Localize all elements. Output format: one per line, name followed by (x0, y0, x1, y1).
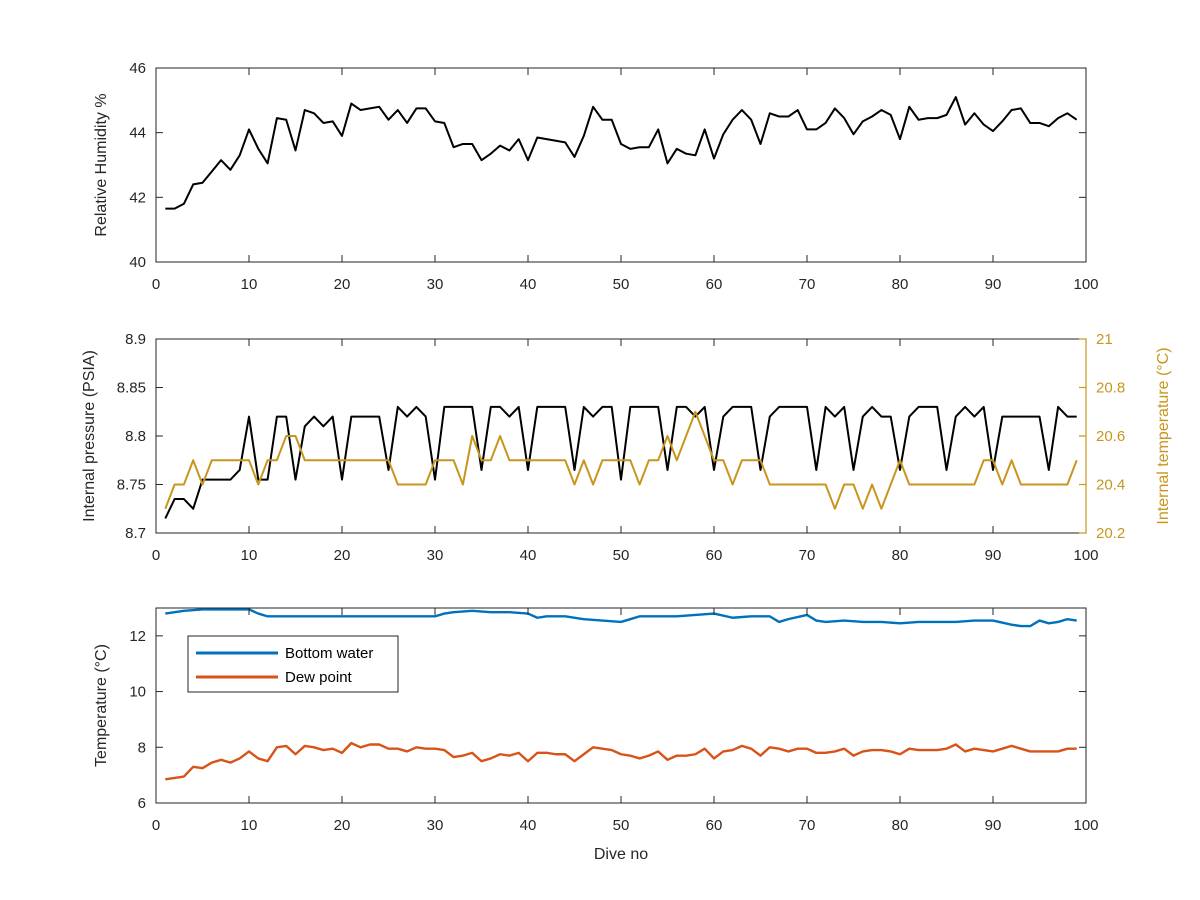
x-tick-label: 20 (334, 276, 351, 293)
x-tick-label: 50 (613, 547, 630, 564)
subplot-3: 0 10 20 30 40 50 60 70 80 90 100 6 8 10 12 Temperature … (93, 607, 1099, 863)
x-axis-label: Dive no (594, 846, 648, 863)
y2-tick-label: 20.6 (1096, 428, 1125, 445)
legend-box (187, 635, 399, 693)
x-tick-label: 70 (799, 817, 816, 834)
y-tick-label: 8.85 (117, 380, 146, 397)
legend-label-bottom-water: Bottom water (285, 645, 373, 662)
y-tick-label: 40 (129, 254, 146, 271)
x-tick-label: 20 (334, 817, 351, 834)
y-tick-label: 46 (129, 60, 146, 77)
subplot-2: 0 10 20 30 40 50 60 70 80 90 100 8.7 8.75 8.8 8.85 8.9 2… (81, 331, 1172, 564)
x-tick-label: 40 (520, 547, 537, 564)
y2-tick-label: 20.8 (1096, 380, 1125, 397)
subplot-1: 0 10 20 30 40 50 60 70 80 90 100 40 42 44 46 Relative H… (93, 60, 1099, 293)
x-tick-label: 10 (241, 547, 258, 564)
x-tick-label: 40 (520, 276, 537, 293)
x-tick-label: 60 (706, 276, 723, 293)
series-1-line (164, 405, 1077, 519)
x-tick-label: 100 (1073, 547, 1098, 564)
y2-tick-label: 21 (1096, 331, 1113, 348)
x-tick-label: 10 (241, 817, 258, 834)
bottom-water-line (165, 608, 1077, 628)
y2-axis-label: Internal temperature (°C) (1155, 347, 1172, 524)
y-tick-label: 12 (129, 628, 146, 645)
y2-tick-label: 20.4 (1096, 477, 1125, 494)
x-tick-label: 40 (520, 817, 537, 834)
x-tick-label: 70 (799, 547, 816, 564)
x-tick-label: 60 (706, 817, 723, 834)
x-tick-label: 100 (1073, 817, 1098, 834)
y-tick-label: 8.8 (125, 428, 146, 445)
legend-label-dew-point: Dew point (285, 669, 353, 686)
y-tick-label: 8.7 (125, 525, 146, 542)
y2-tick-label: 20.2 (1096, 525, 1125, 542)
y-axis-label: Temperature (°C) (93, 644, 110, 767)
x-tick-label: 0 (152, 547, 160, 564)
x-tick-label: 30 (427, 547, 444, 564)
internal-temperature-line (164, 410, 1078, 510)
y-axis-label: Internal pressure (PSIA) (81, 350, 98, 522)
x-tick-label: 90 (985, 817, 1002, 834)
y-tick-label: 10 (129, 684, 146, 701)
y-tick-label: 8.9 (125, 331, 146, 348)
x-tick-label: 90 (985, 547, 1002, 564)
x-tick-label: 0 (152, 817, 160, 834)
x-tick-label: 60 (706, 547, 723, 564)
x-tick-label: 0 (152, 276, 160, 293)
dew-point-line (165, 741, 1077, 781)
y-tick-label: 44 (129, 125, 146, 142)
x-tick-label: 30 (427, 276, 444, 293)
x-tick-label: 80 (892, 276, 909, 293)
y-tick-label: 8.75 (117, 477, 146, 494)
x-tick-label: 30 (427, 817, 444, 834)
y-axis-label: Relative Humidity % (93, 93, 110, 236)
x-tick-label: 50 (613, 817, 630, 834)
axes-box (155, 67, 1087, 263)
x-tick-label: 90 (985, 276, 1002, 293)
legend: Bottom water Dew point (187, 635, 399, 693)
x-tick-label: 20 (334, 547, 351, 564)
y-tick-label: 8 (138, 739, 146, 756)
x-tick-label: 80 (892, 817, 909, 834)
x-tick-label: 50 (613, 276, 630, 293)
x-tick-label: 100 (1073, 276, 1098, 293)
y-tick-label: 6 (138, 795, 146, 812)
series-1-line (165, 96, 1078, 210)
y-tick-label: 42 (129, 189, 146, 206)
x-tick-label: 70 (799, 276, 816, 293)
x-tick-label: 80 (892, 547, 909, 564)
x-tick-label: 10 (241, 276, 258, 293)
